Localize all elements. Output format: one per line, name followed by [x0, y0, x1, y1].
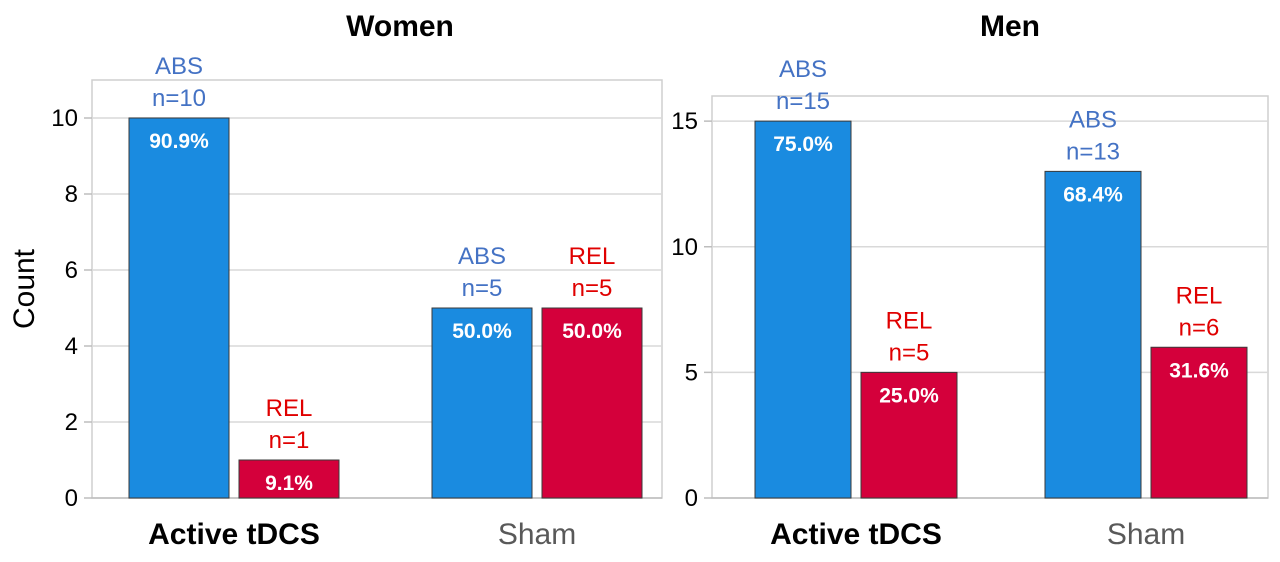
x-category-label: Sham: [1107, 518, 1185, 551]
y-tick-label: 2: [65, 409, 78, 436]
bar-series-label: ABS: [458, 243, 506, 270]
bar-series-label: REL: [886, 307, 933, 334]
bar-percent-label: 90.9%: [149, 130, 209, 153]
bar-series-label: REL: [1176, 282, 1223, 309]
y-tick-label: 0: [65, 485, 78, 512]
bar-rel-sham: [1150, 346, 1248, 499]
bar-series-label: REL: [266, 395, 313, 422]
y-axis-label: Count: [8, 248, 41, 329]
bar-abs-sham: [1044, 170, 1142, 499]
bar-abs-sham: [431, 307, 533, 499]
bar-count-label: n=5: [889, 339, 930, 366]
panel-title: Women: [346, 10, 454, 43]
y-tick-label: 8: [65, 181, 78, 208]
x-category-label: Sham: [498, 518, 576, 551]
bar-percent-label: 25.0%: [879, 384, 939, 407]
bar-series-label: REL: [569, 243, 616, 270]
y-tick-label: 5: [685, 359, 698, 386]
bar-percent-label: 9.1%: [265, 472, 313, 495]
bar-rel-sham: [541, 307, 643, 499]
bar-abs-active: [754, 120, 852, 499]
x-category-label: Active tDCS: [770, 518, 942, 551]
y-tick-label: 4: [65, 333, 78, 360]
bar-count-label: n=15: [776, 88, 830, 115]
bar-rel-active: [860, 371, 958, 499]
bar-percent-label: 50.0%: [562, 320, 622, 343]
bar-percent-label: 50.0%: [452, 320, 512, 343]
bar-series-label: ABS: [1069, 106, 1117, 133]
bar-percent-label: 31.6%: [1169, 359, 1229, 382]
y-tick-label: 10: [51, 105, 78, 132]
y-tick-label: 6: [65, 257, 78, 284]
bar-count-label: n=6: [1179, 314, 1220, 341]
bar-percent-label: 68.4%: [1063, 183, 1123, 206]
bar-rel-active: [238, 459, 340, 499]
bar-abs-active: [128, 117, 230, 499]
y-tick-label: 15: [671, 108, 698, 135]
bar-count-label: n=13: [1066, 138, 1120, 165]
bar-series-label: ABS: [155, 53, 203, 80]
bar-percent-label: 75.0%: [773, 133, 833, 156]
bar-count-label: n=1: [269, 427, 310, 454]
bar-count-label: n=10: [152, 85, 206, 112]
y-tick-label: 10: [671, 234, 698, 261]
panel-title: Men: [980, 10, 1040, 43]
bar-series-label: ABS: [779, 56, 827, 83]
bar-count-label: n=5: [462, 275, 503, 302]
bar-count-label: n=5: [572, 275, 613, 302]
y-tick-label: 0: [685, 485, 698, 512]
x-category-label: Active tDCS: [148, 518, 320, 551]
chart-panel-men: 0 5 10 15 Men ABS n=15 75.0% REL n=5 25.0% Active t…: [671, 10, 1269, 551]
chart-panel-women: 0 2 4 6 8 10 Women Count ABS n=10 90.9% REL n=1 9.1% A…: [8, 10, 663, 551]
